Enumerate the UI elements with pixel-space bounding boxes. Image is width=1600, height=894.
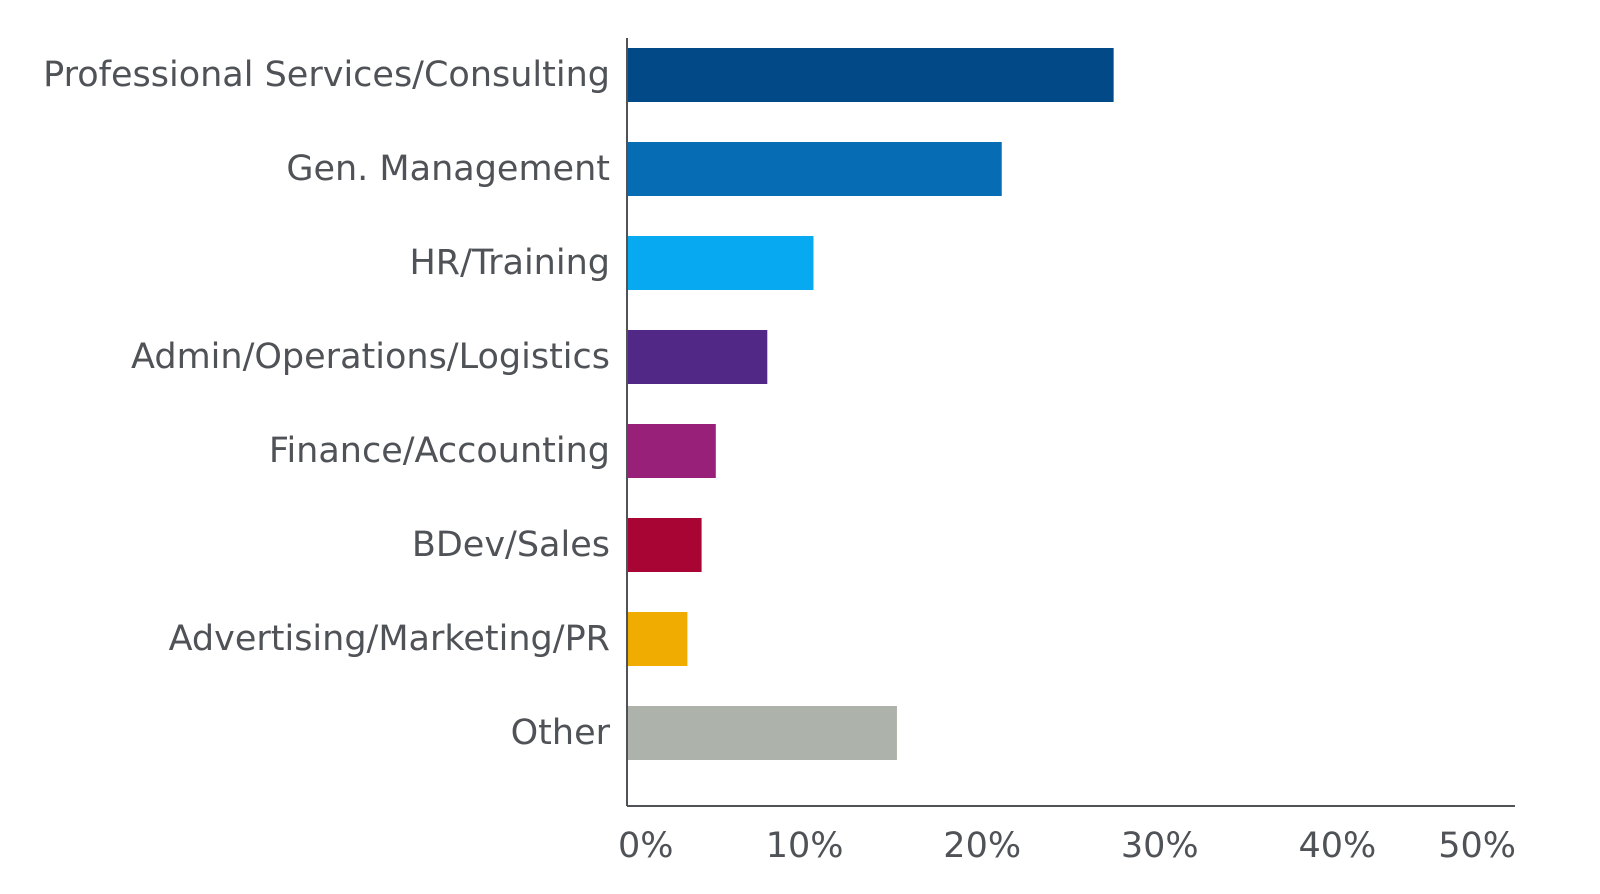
x-tick-label-3: 30%: [1121, 826, 1199, 866]
category-label-0: Professional Services/Consulting: [43, 55, 610, 95]
category-label-5: BDev/Sales: [412, 525, 610, 565]
x-tick-label-0: 0%: [618, 826, 674, 866]
bar-5: [627, 518, 702, 572]
category-label-7: Other: [511, 713, 611, 753]
axes: [626, 38, 1515, 807]
bar-2: [627, 236, 814, 290]
x-tick-label-1: 10%: [766, 826, 844, 866]
x-tick-label-2: 20%: [943, 826, 1021, 866]
category-label-4: Finance/Accounting: [269, 431, 610, 471]
bar-7: [627, 706, 897, 760]
category-label-3: Admin/Operations/Logistics: [131, 337, 610, 377]
category-labels: Professional Services/Consulting Gen. Man…: [43, 55, 610, 753]
bars-layer: [627, 48, 1114, 760]
bar-0: [627, 48, 1114, 102]
category-label-6: Advertising/Marketing/PR: [169, 619, 610, 659]
bar-1: [627, 142, 1002, 196]
category-label-2: HR/Training: [409, 243, 610, 283]
category-label-1: Gen. Management: [286, 149, 610, 189]
x-tick-label-5: 50%: [1438, 826, 1516, 866]
bar-4: [627, 424, 716, 478]
x-tick-labels: 0% 10% 20% 30% 40% 50%: [618, 826, 1516, 866]
bar-3: [627, 330, 768, 384]
bar-6: [627, 612, 688, 666]
x-tick-label-4: 40%: [1299, 826, 1377, 866]
